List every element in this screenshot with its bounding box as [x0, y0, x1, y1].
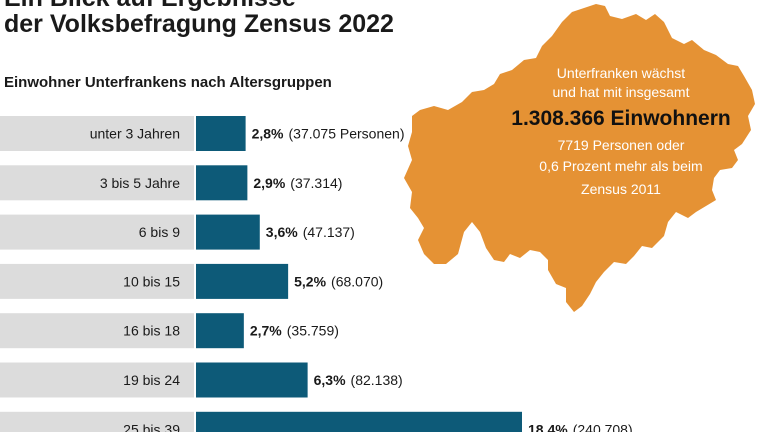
value-label: 3,6% [266, 224, 298, 240]
category-label: 19 bis 24 [123, 372, 180, 388]
category-band [0, 116, 194, 151]
category-band [0, 362, 194, 398]
category-label: 10 bis 15 [123, 273, 180, 289]
value-label: 2,7% [250, 323, 282, 339]
category-band [0, 411, 194, 432]
info-line-1: Unterfranken wächst [556, 65, 686, 81]
data-bar [196, 411, 522, 432]
count-label: (68.070) [331, 273, 383, 289]
data-bar [196, 116, 246, 151]
data-bar [196, 214, 260, 250]
category-label: unter 3 Jahren [90, 126, 180, 142]
info-line-5: Zensus 2011 [581, 181, 661, 197]
category-label: 25 bis 39 [123, 421, 180, 432]
info-highlight-total: 1.308.366 Einwohnern [511, 107, 731, 130]
value-label: 2,8% [252, 126, 284, 142]
data-bar [196, 362, 308, 398]
category-label: 16 bis 18 [123, 323, 180, 339]
count-label: (37.075 Personen) [289, 126, 405, 142]
value-label: 6,3% [314, 372, 346, 388]
data-bar [196, 313, 244, 349]
unterfranken-map-shape [404, 4, 755, 312]
category-label: 6 bis 9 [139, 224, 180, 240]
value-label: 2,9% [253, 175, 285, 191]
headline-line-2: der Volksbefragung Zensus 2022 [4, 10, 394, 38]
count-label: (47.137) [303, 224, 355, 240]
value-label: 5,2% [294, 273, 326, 289]
data-bar [196, 165, 248, 201]
category-band [0, 263, 194, 299]
chart-subtitle: Einwohner Unterfrankens nach Altersgrupp… [4, 74, 332, 91]
info-line-2: und hat mit insgesamt [552, 84, 690, 100]
category-band [0, 313, 194, 349]
count-label: (37.314) [290, 175, 342, 191]
info-line-4: 0,6 Prozent mehr als beim [539, 158, 703, 174]
info-line-3: 7719 Personen oder [557, 137, 685, 153]
headline-line-1: Ein Blick auf Ergebnisse [4, 0, 296, 12]
category-band [0, 165, 194, 201]
category-band [0, 214, 194, 250]
count-label: (240.708) [573, 421, 633, 432]
count-label: (82.138) [351, 372, 403, 388]
value-label: 18,4% [528, 421, 568, 432]
category-label: 3 bis 5 Jahre [100, 175, 180, 191]
count-label: (35.759) [287, 323, 339, 339]
data-bar [196, 263, 289, 299]
